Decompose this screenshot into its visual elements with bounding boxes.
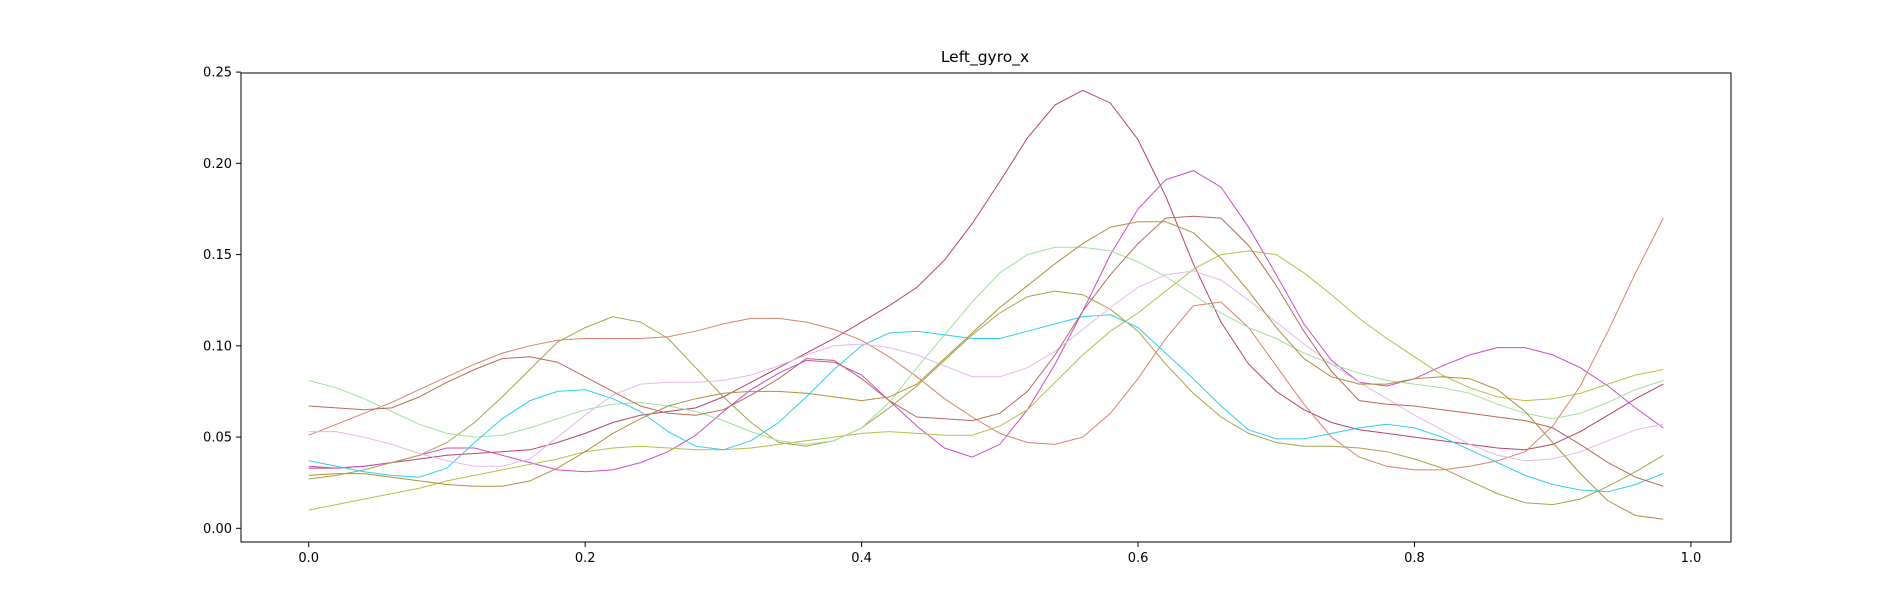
x-tick-label: 0.8 bbox=[1404, 551, 1425, 566]
x-tick-label: 0.4 bbox=[851, 551, 872, 566]
series-line-7 bbox=[308, 314, 1664, 493]
y-tick-label: 0.10 bbox=[203, 339, 232, 354]
series-line-3 bbox=[308, 217, 1664, 471]
series-line-10 bbox=[308, 221, 1664, 520]
tick-layer: 0.0 0.2 0.4 0.6 0.8 1.0 0.00 0.05 0.10 0.15 0.20 0.… bbox=[203, 66, 1701, 566]
plot-area-frame bbox=[240, 72, 1732, 543]
series-line-8 bbox=[308, 270, 1664, 467]
x-tick-label: 0.6 bbox=[1128, 551, 1149, 566]
series-layer bbox=[308, 89, 1664, 520]
y-tick-label: 0.20 bbox=[203, 157, 232, 172]
series-line-4 bbox=[308, 290, 1664, 506]
x-tick-label: 1.0 bbox=[1681, 551, 1702, 566]
y-tick-label: 0.15 bbox=[203, 248, 232, 263]
x-tick-label: 0.0 bbox=[298, 551, 319, 566]
y-tick-label: 0.05 bbox=[203, 431, 232, 446]
series-line-9 bbox=[308, 215, 1664, 487]
series-line-6 bbox=[308, 246, 1664, 445]
series-line-5 bbox=[308, 250, 1664, 511]
series-line-2 bbox=[308, 170, 1664, 473]
y-tick-label: 0.00 bbox=[203, 522, 232, 537]
series-line-1 bbox=[308, 89, 1664, 469]
y-tick-label: 0.25 bbox=[203, 66, 232, 81]
chart-title: Left_gyro_x bbox=[941, 48, 1029, 67]
x-tick-label: 0.2 bbox=[575, 551, 596, 566]
